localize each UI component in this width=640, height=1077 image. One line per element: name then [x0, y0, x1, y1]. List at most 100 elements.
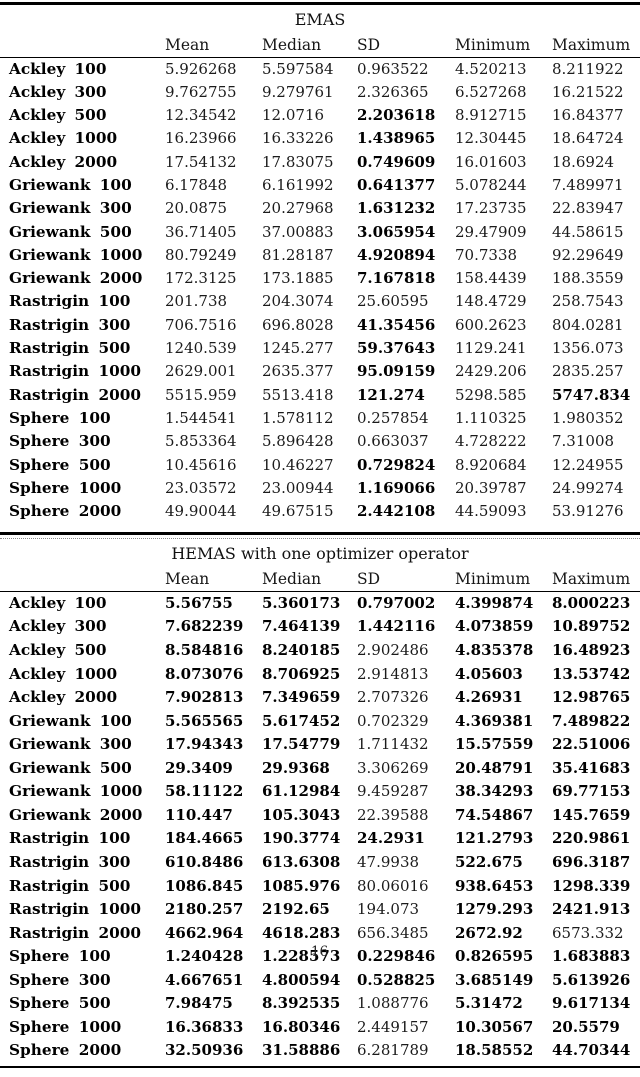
cell-median: 9.279761: [262, 82, 334, 101]
table-row: Rastrigin 1000 2629.001 2635.377 95.09159 24…: [0, 360, 640, 383]
cell-mean: 2180.257: [165, 900, 244, 919]
cell-median: 29.9368: [262, 758, 330, 777]
cell-mean: 9.762755: [165, 82, 237, 101]
cell-median: 7.349659: [262, 688, 341, 707]
table-row: Ackley 100 5.56755 5.360173 0.797002 4.39987…: [0, 592, 640, 616]
table-body: Ackley 100 5.926268 5.597584 0.963522 4.5202…: [0, 58, 640, 524]
cell-minimum: 18.58552: [455, 1041, 534, 1060]
cell-minimum: 10.30567: [455, 1017, 534, 1036]
table-row: Sphere 1000 16.36833 16.80346 2.449157 10.30…: [0, 1016, 640, 1040]
cell-minimum: 20.48791: [455, 758, 534, 777]
cell-mean: 8.584816: [165, 641, 244, 660]
cell-maximum: 5.613926: [552, 970, 631, 989]
table-row: Ackley 300 7.682239 7.464139 1.442116 4.0738…: [0, 615, 640, 639]
table-row: Rastrigin 2000 5515.959 5513.418 121.274 529…: [0, 384, 640, 407]
cell-sd: 0.797002: [357, 593, 436, 612]
row-label: Griewank 2000: [9, 805, 143, 824]
cell-mean: 5.56755: [165, 593, 233, 612]
row-label: Griewank 100: [9, 711, 132, 730]
cell-minimum: 20.39787: [455, 478, 527, 497]
cell-minimum: 1129.241: [455, 339, 527, 358]
cell-mean: 5.565565: [165, 711, 244, 730]
cell-median: 5.360173: [262, 593, 341, 612]
table-row: Sphere 1000 23.03572 23.00944 1.169066 20.39…: [0, 477, 640, 500]
row-label: Rastrigin 1000: [9, 900, 142, 919]
cell-minimum: 4.728222: [455, 432, 527, 451]
table-row: Griewank 1000 58.11122 61.12984 9.459287 38.…: [0, 780, 640, 804]
row-label: Ackley 2000: [9, 152, 118, 171]
cell-median: 4618.283: [262, 923, 341, 942]
cell-sd: 0.528825: [357, 970, 436, 989]
cell-maximum: 188.3559: [552, 269, 624, 288]
table-row: Rastrigin 100 184.4665 190.3774 24.2931 121.…: [0, 827, 640, 851]
cell-mean: 5.853364: [165, 432, 237, 451]
table-top-rule: [0, 2, 640, 5]
cell-sd: 2.326365: [357, 82, 429, 101]
cell-mean: 7.682239: [165, 617, 244, 636]
row-label: Sphere 500: [9, 455, 111, 474]
cell-maximum: 696.3187: [552, 852, 631, 871]
cell-minimum: 4.835378: [455, 641, 534, 660]
cell-mean: 1.240428: [165, 947, 244, 966]
cell-sd: 3.065954: [357, 222, 436, 241]
cell-median: 1245.277: [262, 339, 334, 358]
cell-sd: 2.449157: [357, 1017, 429, 1036]
cell-mean: 58.11122: [165, 782, 244, 801]
cell-mean: 49.90044: [165, 502, 237, 521]
cell-mean: 4.667651: [165, 970, 244, 989]
cell-median: 8.240185: [262, 641, 341, 660]
cell-median: 17.83075: [262, 152, 334, 171]
cell-minimum: 17.23735: [455, 199, 527, 218]
cell-median: 204.3074: [262, 292, 334, 311]
cell-minimum: 4.399874: [455, 593, 534, 612]
cell-maximum: 20.5579: [552, 1017, 620, 1036]
cell-maximum: 1.980352: [552, 408, 624, 427]
cell-minimum: 121.2793: [455, 829, 534, 848]
cell-sd: 3.306269: [357, 758, 429, 777]
cell-median: 5.617452: [262, 711, 341, 730]
cell-sd: 59.37643: [357, 339, 436, 358]
cell-maximum: 18.64724: [552, 129, 624, 148]
cell-maximum: 10.89752: [552, 617, 631, 636]
cell-median: 613.6308: [262, 852, 341, 871]
table-row: Ackley 1000 8.073076 8.706925 2.914813 4.056…: [0, 663, 640, 687]
cell-mean: 10.45616: [165, 455, 237, 474]
cell-median: 8.392535: [262, 994, 341, 1013]
cell-sd: 0.257854: [357, 408, 429, 427]
cell-median: 190.3774: [262, 829, 341, 848]
cell-minimum: 1.110325: [455, 408, 527, 427]
table-row: Sphere 300 5.853364 5.896428 0.663037 4.7282…: [0, 430, 640, 453]
cell-mean: 5515.959: [165, 385, 237, 404]
cell-minimum: 2429.206: [455, 362, 527, 381]
cell-maximum: 13.53742: [552, 664, 631, 683]
cell-maximum: 145.7659: [552, 805, 631, 824]
row-label: Ackley 300: [9, 82, 107, 101]
cell-maximum: 8.000223: [552, 593, 631, 612]
cell-maximum: 9.617134: [552, 994, 631, 1013]
table-title: EMAS: [294, 9, 346, 29]
row-label: Rastrigin 500: [9, 876, 131, 895]
row-label: Ackley 100: [9, 593, 107, 612]
cell-minimum: 522.675: [455, 852, 523, 871]
cell-sd: 656.3485: [357, 923, 429, 942]
cell-minimum: 4.26931: [455, 688, 523, 707]
column-header-maximum: Maximum: [552, 35, 631, 54]
results-table-hemas: HEMAS with one optimizer operator Mean M…: [0, 539, 640, 1063]
cell-median: 7.464139: [262, 617, 341, 636]
cell-sd: 1.631232: [357, 199, 436, 218]
cell-median: 20.27968: [262, 199, 334, 218]
cell-sd: 1.711432: [357, 735, 429, 754]
cell-median: 37.00883: [262, 222, 334, 241]
cell-sd: 194.073: [357, 900, 420, 919]
cell-sd: 2.203618: [357, 106, 436, 125]
cell-mean: 201.738: [165, 292, 228, 311]
cell-minimum: 4.073859: [455, 617, 534, 636]
row-label: Rastrigin 2000: [9, 923, 142, 942]
row-label: Ackley 1000: [9, 664, 118, 683]
table-bottom-rule: [0, 1065, 640, 1069]
cell-median: 1.578112: [262, 408, 334, 427]
row-label: Griewank 300: [9, 199, 132, 218]
cell-median: 12.0716: [262, 106, 325, 125]
cell-minimum: 938.6453: [455, 876, 534, 895]
cell-median: 173.1885: [262, 269, 334, 288]
